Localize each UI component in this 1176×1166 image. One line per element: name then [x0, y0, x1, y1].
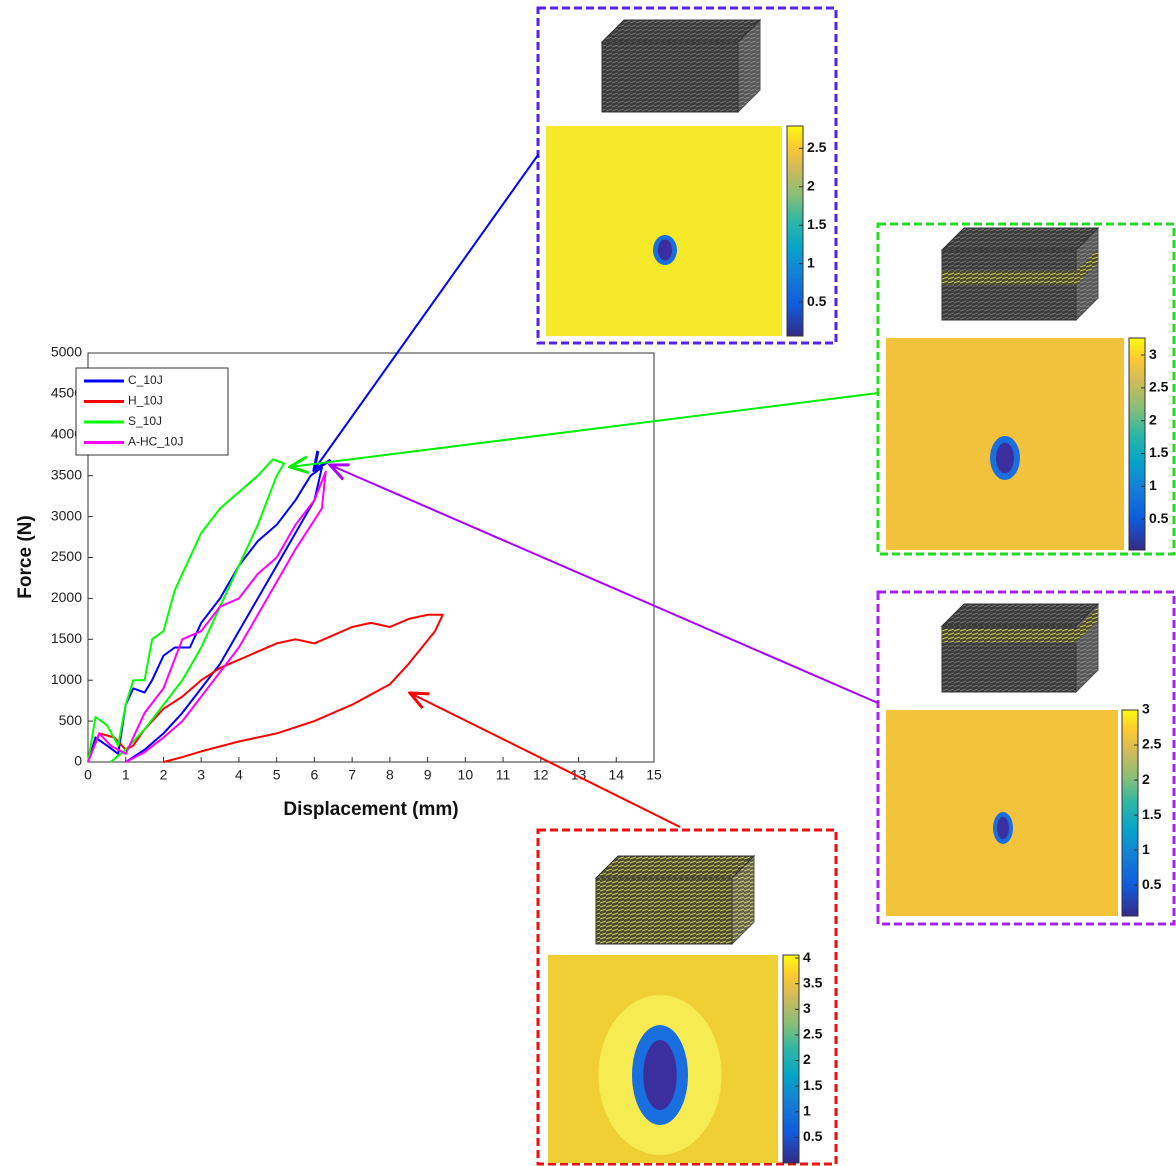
y-tick-label: 1000 [51, 671, 82, 687]
colorbar-tick-label: 1 [803, 1102, 811, 1118]
y-tick-label: 3500 [51, 466, 82, 482]
legend-label: H_10J [128, 394, 163, 408]
x-tick-label: 15 [646, 767, 662, 783]
x-tick-label: 1 [122, 767, 130, 783]
colorbar-tick-label: 1.5 [803, 1077, 823, 1093]
legend-label: S_10J [128, 414, 162, 428]
legend-label: A-HC_10J [128, 435, 183, 449]
x-tick-label: 2 [160, 767, 168, 783]
cube-top [942, 604, 1098, 626]
colorbar-tick-label: 2.5 [1142, 736, 1162, 752]
x-tick-label: 7 [348, 767, 356, 783]
colorbar-tick-label: 1 [1149, 477, 1157, 493]
inset-panel: 0.5 1 1.5 2 2.5 3 [878, 224, 1174, 554]
x-tick-label: 3 [197, 767, 205, 783]
cube-front [602, 42, 738, 112]
y-tick-label: 2000 [51, 589, 82, 605]
colorbar-tick-label: 0.5 [803, 1128, 823, 1144]
colorbar-tick-label: 2.5 [803, 1026, 823, 1042]
colorbar [1129, 338, 1145, 550]
colorbar-tick-label: 0.5 [1142, 876, 1162, 892]
x-axis-label: Displacement (mm) [283, 799, 458, 820]
colorbar-tick-label: 2 [1142, 771, 1150, 787]
colorbar-tick-label: 2.5 [807, 139, 827, 155]
colorbar-tick-label: 0.5 [1149, 510, 1169, 526]
x-tick-label: 0 [84, 767, 92, 783]
colorbar-tick-label: 2 [807, 177, 815, 193]
damage-core [658, 240, 672, 261]
cube-top [942, 228, 1098, 250]
colorbar-tick-label: 1.5 [1142, 806, 1162, 822]
y-tick-label: 0 [74, 753, 82, 769]
colorbar-tick-label: 2 [1149, 411, 1157, 427]
x-tick-label: 10 [458, 767, 474, 783]
colorbar-tick-label: 1 [1142, 841, 1150, 857]
cube-band [942, 629, 1076, 642]
x-tick-label: 11 [496, 767, 511, 783]
cube-top [602, 20, 760, 42]
colorbar [783, 955, 799, 1163]
damage-core [643, 1040, 677, 1110]
y-axis-label: Force (N) [15, 515, 36, 598]
x-tick-label: 12 [533, 767, 549, 783]
x-tick-label: 14 [608, 767, 624, 783]
y-tick-label: 1500 [51, 630, 82, 646]
colorbar-tick-label: 1.5 [807, 216, 827, 232]
x-tick-label: 6 [311, 767, 319, 783]
colorbar-tick-label: 1 [807, 254, 815, 270]
colorbar-tick-label: 3 [803, 1000, 811, 1016]
x-tick-label: 4 [235, 767, 243, 783]
colorbar-tick-label: 3.5 [803, 974, 823, 990]
colorbar-tick-label: 0.5 [807, 293, 827, 309]
colorbar [787, 126, 803, 336]
figure: Displacement (mm) Force (N) 012345678910… [0, 0, 1176, 1166]
y-tick-label: 5000 [51, 344, 82, 360]
inset-panel: 0.5 1 1.5 2 2.5 3 3.5 4 [538, 830, 836, 1164]
x-tick-label: 9 [424, 767, 432, 783]
y-tick-label: 500 [59, 712, 83, 728]
colorbar-tick-label: 3 [1142, 701, 1150, 717]
colorbar-tick-label: 4 [803, 949, 811, 965]
x-tick-label: 5 [273, 767, 281, 783]
colorbar-tick-label: 1.5 [1149, 444, 1169, 460]
damage-core [997, 817, 1009, 839]
inset-panel: 0.5 1 1.5 2 2.5 [538, 8, 836, 343]
colorbar-tick-label: 2.5 [1149, 379, 1169, 395]
damage-core [996, 443, 1014, 474]
colorbar-tick-label: 3 [1149, 346, 1157, 362]
y-tick-label: 2500 [51, 548, 82, 564]
legend-label: C_10J [128, 373, 163, 387]
colorbar-tick-label: 2 [803, 1051, 811, 1067]
damage-map [546, 126, 782, 336]
y-tick-label: 3000 [51, 507, 82, 523]
x-tick-label: 8 [386, 767, 394, 783]
inset-panel: 0.5 1 1.5 2 2.5 3 [878, 592, 1174, 924]
cube-top [596, 856, 754, 878]
cube-band [942, 271, 1076, 285]
cube-front [596, 878, 732, 944]
